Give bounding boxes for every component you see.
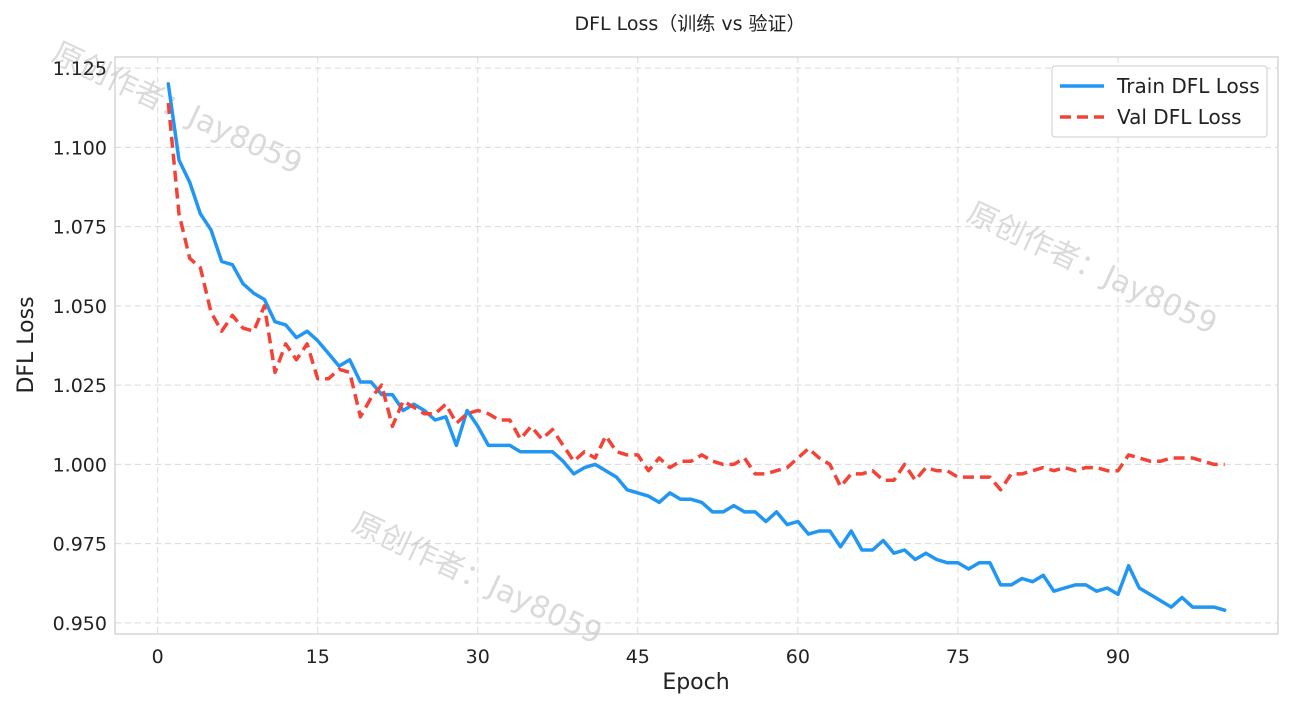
x-tick-label: 0 xyxy=(152,646,164,668)
y-tick-label: 1.125 xyxy=(53,58,107,80)
x-tick-label: 60 xyxy=(786,646,810,668)
legend: Train DFL Loss Val DFL Loss xyxy=(1051,65,1268,138)
series-group xyxy=(166,82,1227,612)
x-axis-label: Epoch xyxy=(662,670,729,695)
legend-val-label: Val DFL Loss xyxy=(1117,105,1242,129)
x-tick-label: 75 xyxy=(946,646,970,668)
x-tick-labels: 0 15 30 45 60 75 90 xyxy=(152,646,1130,668)
y-tick-label: 1.025 xyxy=(53,375,107,397)
x-tick-label: 45 xyxy=(626,646,650,668)
y-tick-label: 0.950 xyxy=(53,613,107,635)
x-tick-label: 15 xyxy=(306,646,330,668)
y-tick-label: 0.975 xyxy=(53,534,107,556)
y-tick-label: 1.000 xyxy=(53,454,107,476)
legend-box xyxy=(1051,65,1268,138)
chart-title: DFL Loss（训练 vs 验证） xyxy=(574,13,805,35)
grid-lines xyxy=(115,57,1278,634)
y-tick-label: 1.075 xyxy=(53,217,107,239)
val-loss-line xyxy=(166,102,1225,492)
train-loss-line xyxy=(166,82,1227,612)
y-axis-label: DFL Loss xyxy=(14,296,39,393)
y-tick-label: 1.100 xyxy=(53,137,107,159)
y-tick-label: 1.050 xyxy=(53,296,107,318)
x-tick-label: 30 xyxy=(466,646,490,668)
x-tick-label: 90 xyxy=(1106,646,1130,668)
plot-frame xyxy=(114,56,1279,635)
y-tick-labels: 0.950 0.975 1.000 1.025 1.050 1.075 1.100 1.125 xyxy=(53,58,107,635)
legend-train-label: Train DFL Loss xyxy=(1116,74,1260,98)
